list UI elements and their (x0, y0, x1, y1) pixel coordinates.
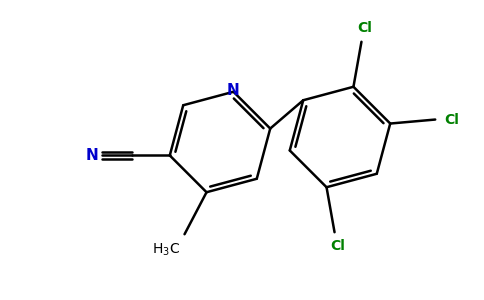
Text: Cl: Cl (330, 239, 345, 253)
Text: Cl: Cl (444, 112, 459, 127)
Text: N: N (85, 148, 98, 163)
Text: H$_3$C: H$_3$C (152, 242, 181, 258)
Text: Cl: Cl (357, 21, 372, 35)
Text: N: N (227, 83, 240, 98)
